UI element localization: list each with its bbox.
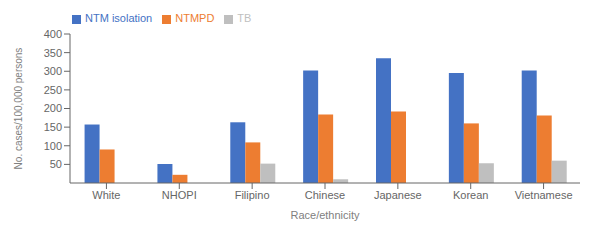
- svg-text:350: 350: [44, 47, 62, 59]
- svg-text:100: 100: [44, 140, 62, 152]
- svg-text:400: 400: [44, 28, 62, 40]
- svg-text:150: 150: [44, 121, 62, 133]
- svg-text:50: 50: [50, 158, 62, 170]
- svg-text:Korean: Korean: [453, 189, 488, 201]
- svg-text:Filipino: Filipino: [235, 189, 270, 201]
- svg-text:No. cases/100,000 persons: No. cases/100,000 persons: [13, 48, 24, 170]
- svg-text:300: 300: [44, 65, 62, 77]
- svg-text:Chinese: Chinese: [305, 189, 345, 201]
- html-text:TB: TB: [237, 12, 252, 24]
- svg-text:White: White: [92, 189, 120, 201]
- svg-text:Vietnamese: Vietnamese: [515, 189, 573, 201]
- html-text:NTMPD: NTMPD: [175, 12, 215, 24]
- svg-text:Race/ethnicity: Race/ethnicity: [290, 209, 360, 221]
- svg-text:250: 250: [44, 84, 62, 96]
- svg-text:200: 200: [44, 102, 62, 114]
- html-text:NTM isolation: NTM isolation: [85, 12, 153, 24]
- svg-text:Japanese: Japanese: [374, 189, 422, 201]
- svg-text:NHOPI: NHOPI: [162, 189, 197, 201]
